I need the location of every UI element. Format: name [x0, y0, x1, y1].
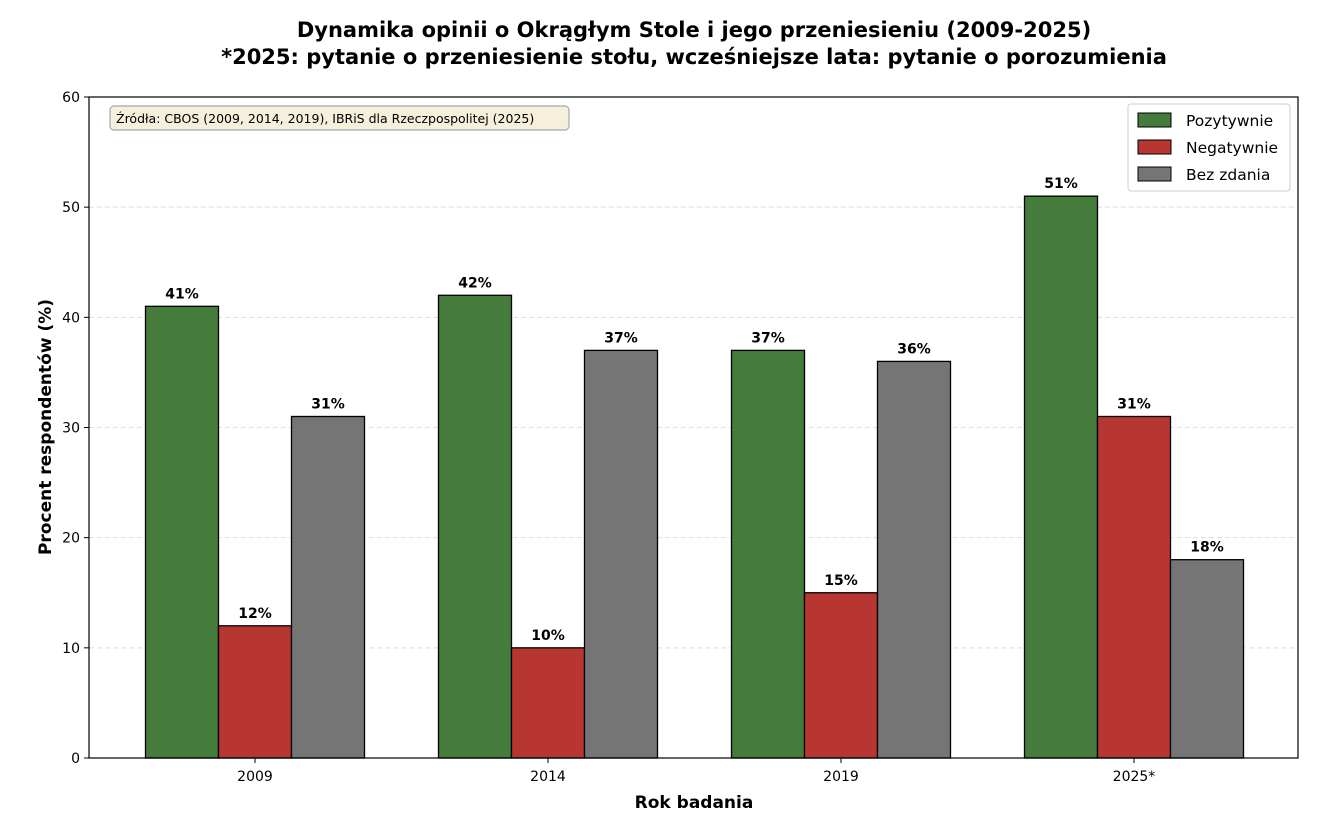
data-label: 18%	[1190, 540, 1224, 556]
bar-negatywnie-2014	[510, 647, 586, 759]
y-tick-label: 20	[62, 531, 80, 547]
bars	[144, 195, 1245, 759]
bar-negatywnie-2019	[803, 592, 879, 759]
bar-negatywnie-2009	[217, 625, 293, 759]
chart-subtitle: *2025: pytanie o przeniesienie stołu, wc…	[221, 45, 1167, 69]
bar-pozytywnie-2025	[1023, 195, 1099, 759]
legend-swatch	[1137, 139, 1172, 155]
data-label: 12%	[238, 606, 272, 622]
bar-bez-zdania-2014	[583, 349, 659, 759]
source-annotation-text: Źródła: CBOS (2009, 2014, 2019), IBRiS d…	[116, 111, 534, 126]
legend-label: Negatywnie	[1186, 139, 1278, 157]
bar-pozytywnie-2014	[437, 294, 513, 759]
bar-pozytywnie-2019	[730, 349, 806, 759]
bar-bez-zdania-2019	[876, 360, 952, 759]
x-tick-label: 2009	[237, 769, 273, 785]
y-tick-label: 10	[62, 641, 80, 657]
chart-title: Dynamika opinii o Okrągłym Stole i jego …	[297, 18, 1091, 42]
data-label: 42%	[458, 275, 492, 291]
x-tick-label: 2025*	[1113, 769, 1156, 785]
bar-pozytywnie-2009	[144, 305, 220, 759]
data-labels: 41% 12% 31% 42% 10% 37% 37% 15% 36% 51% 31% 18%	[165, 176, 1224, 644]
y-tick-label: 50	[62, 200, 80, 216]
data-label: 37%	[604, 330, 638, 346]
y-tick-label: 40	[62, 310, 80, 326]
x-axis-label: Rok badania	[635, 793, 754, 813]
y-tick-label: 60	[62, 90, 80, 106]
bar-bez-zdania-2025	[1169, 559, 1245, 759]
data-label: 15%	[824, 573, 858, 589]
legend-swatch	[1137, 166, 1172, 182]
source-annotation-box	[109, 105, 570, 131]
data-label: 31%	[311, 396, 345, 412]
legend-swatch	[1137, 112, 1172, 128]
source-annotation: Źródła: CBOS (2009, 2014, 2019), IBRiS d…	[109, 105, 570, 131]
data-label: 36%	[897, 341, 931, 357]
bar-negatywnie-2025	[1096, 415, 1172, 759]
y-axis-ticks: 0 10 20 30 40 50 60	[62, 90, 89, 767]
x-tick-label: 2014	[530, 769, 566, 785]
data-label: 41%	[165, 286, 199, 302]
legend-label: Pozytywnie	[1186, 112, 1273, 130]
data-label: 31%	[1117, 396, 1151, 412]
data-label: 10%	[531, 628, 565, 644]
x-axis-ticks: 2009 2014 2019 2025*	[237, 758, 1155, 785]
y-tick-label: 0	[71, 751, 80, 767]
x-tick-label: 2019	[823, 769, 859, 785]
y-tick-label: 30	[62, 421, 80, 437]
y-axis-label: Procent respondentów (%)	[36, 299, 56, 555]
data-label: 37%	[751, 330, 785, 346]
legend-label: Bez zdania	[1186, 166, 1270, 184]
bar-bez-zdania-2009	[290, 415, 366, 759]
data-label: 51%	[1044, 176, 1078, 192]
legend: Pozytywnie Negatywnie Bez zdania	[1127, 103, 1291, 192]
